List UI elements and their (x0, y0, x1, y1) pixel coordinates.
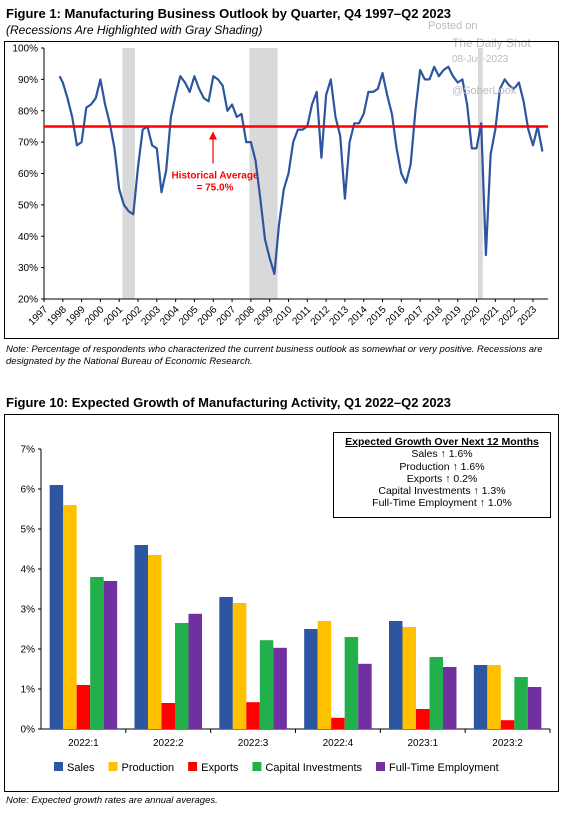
figure1-subtitle: (Recessions Are Highlighted with Gray Sh… (6, 23, 263, 37)
bar-exports (500, 720, 515, 729)
bar-full-time-employment (358, 663, 372, 729)
legend-label-full-time-employment: Full-Time Employment (389, 762, 499, 774)
y-tick-label: 100% (12, 44, 38, 55)
bar-capital-investments (514, 677, 528, 729)
legend-label-sales: Sales (67, 762, 95, 774)
legend-label-exports: Exports (201, 762, 239, 774)
bar-exports (161, 703, 175, 729)
bar-sales (304, 629, 318, 729)
bar-exports (416, 709, 430, 729)
legend-label-production: Production (122, 762, 175, 774)
bar-production (487, 665, 501, 729)
y-tick-label: 20% (18, 295, 38, 306)
category-label: 2022:1 (68, 738, 99, 749)
figure10-title: Figure 10: Expected Growth of Manufactur… (6, 395, 452, 410)
figure1-note: Note: Percentage of respondents who char… (6, 344, 543, 367)
bar-capital-investments (259, 640, 274, 729)
legend-swatch-exports (188, 762, 198, 771)
bar-full-time-employment (527, 687, 542, 729)
category-label: 2023:1 (407, 738, 438, 749)
y-tick-label: 5% (21, 525, 36, 536)
y-tick-label: 70% (18, 138, 38, 149)
bar-full-time-employment (103, 581, 118, 729)
legend-swatch-production (108, 762, 118, 771)
annotation-value: = 75.0% (197, 182, 234, 193)
category-label: 2022:4 (323, 738, 354, 749)
category-label: 2022:2 (153, 738, 184, 749)
category-label: 2022:3 (238, 738, 269, 749)
annotation-label: Historical Average (171, 170, 259, 181)
bar-exports (76, 685, 91, 729)
y-tick-label: 40% (18, 232, 38, 243)
bar-production (148, 555, 162, 729)
figure10-frame (4, 414, 559, 792)
y-tick-label: 7% (21, 445, 36, 456)
bar-production (317, 621, 332, 729)
y-tick-label: 2% (21, 645, 36, 656)
figure1-frame (4, 41, 559, 339)
bar-sales (219, 597, 233, 729)
annotation-arrow-head (209, 131, 217, 140)
recession-band (122, 48, 135, 299)
recession-band (249, 48, 278, 299)
bar-full-time-employment (443, 667, 457, 729)
y-tick-label: 3% (21, 605, 36, 616)
bar-capital-investments (429, 657, 443, 729)
bar-capital-investments (90, 577, 104, 729)
outlook-series-line (58, 65, 544, 275)
legend-swatch-sales (54, 762, 63, 771)
expected-growth-capital: Capital Investments ↑ 1.3% (378, 485, 506, 498)
y-tick-label: 30% (18, 263, 38, 274)
y-tick-label: 1% (21, 685, 36, 696)
y-tick-label: 90% (18, 75, 38, 86)
bar-production (232, 603, 247, 729)
category-label: 2023:2 (492, 738, 523, 749)
expected-growth-box: Expected Growth Over Next 12 Months Sale… (333, 432, 551, 518)
bar-sales (49, 485, 64, 729)
legend-swatch-full-time-employment (376, 762, 386, 771)
figure10-note: Note: Expected growth rates are annual a… (6, 795, 218, 806)
expected-growth-exports: Exports ↑ 0.2% (406, 472, 478, 485)
bar-capital-investments (344, 637, 359, 729)
bar-full-time-employment (273, 647, 287, 729)
watermark-source: The Daily Shot (452, 36, 531, 50)
bar-sales (134, 545, 148, 729)
bar-sales (389, 621, 403, 729)
watermark-handle: @SoberLook (452, 85, 517, 97)
y-tick-label: 80% (18, 106, 38, 117)
y-tick-label: 4% (21, 565, 36, 576)
bar-exports (246, 702, 260, 729)
bar-sales (473, 665, 488, 729)
bar-exports (331, 717, 345, 729)
bar-production (63, 505, 77, 729)
expected-growth-production: Production ↑ 1.6% (399, 460, 485, 473)
expected-growth-sales: Sales ↑ 1.6% (411, 448, 473, 461)
watermark-posted-on: Posted on (428, 20, 478, 32)
recession-band (478, 48, 483, 299)
y-tick-label: 0% (21, 725, 36, 736)
y-tick-label: 50% (18, 200, 38, 211)
bar-full-time-employment (188, 613, 202, 729)
y-tick-label: 60% (18, 169, 38, 180)
bar-capital-investments (175, 623, 189, 729)
y-tick-label: 6% (21, 485, 36, 496)
bar-production (402, 627, 416, 729)
expected-growth-employment: Full-Time Employment ↑ 1.0% (372, 497, 512, 510)
legend-label-capital-investments: Capital Investments (265, 762, 362, 774)
legend-swatch-capital-investments (252, 762, 262, 771)
expected-growth-title: Expected Growth Over Next 12 Months (345, 436, 539, 448)
figure1-title: Figure 1: Manufacturing Business Outlook… (6, 6, 452, 21)
